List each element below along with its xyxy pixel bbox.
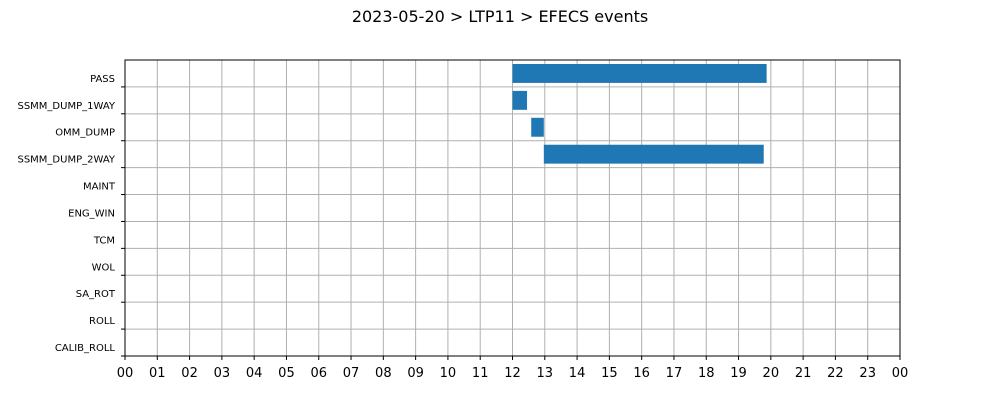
x-axis-ticks: 00 01 02 03 04 05 06 07 08 09 10 11 12 13 14 15 16 17 18 19…: [117, 356, 909, 381]
x-tick-label: 15: [601, 366, 618, 381]
y-tick-label: ENG_WIN: [68, 208, 115, 219]
y-tick-label: SA_ROT: [76, 289, 116, 300]
x-tick-label: 01: [149, 366, 166, 381]
event-bar: [512, 90, 528, 110]
y-axis-ticks: PASS SSMM_DUMP_1WAY OMM_DUMP SSMM_DUMP_2WAY…: [17, 74, 125, 357]
x-tick-label: 21: [795, 366, 812, 381]
event-bar: [531, 117, 544, 137]
x-tick-label: 19: [730, 366, 747, 381]
x-tick-label: 11: [472, 366, 489, 381]
y-tick-label: CALIB_ROLL: [55, 343, 116, 354]
x-tick-label: 23: [859, 366, 876, 381]
x-tick-label: 02: [181, 366, 198, 381]
x-tick-label: 07: [343, 366, 360, 381]
x-tick-label: 05: [278, 366, 295, 381]
event-bar: [512, 64, 767, 83]
x-tick-label: 18: [698, 366, 715, 381]
y-tick-label: SSMM_DUMP_2WAY: [17, 155, 115, 166]
y-tick-label: SSMM_DUMP_1WAY: [17, 101, 115, 112]
x-tick-label: 08: [375, 366, 392, 381]
x-tick-label: 13: [537, 366, 554, 381]
x-tick-label: 14: [569, 366, 586, 381]
x-tick-label: 00: [117, 366, 134, 381]
x-tick-label: 06: [310, 366, 327, 381]
y-tick-label: TCM: [93, 235, 115, 246]
y-tick-label: MAINT: [83, 182, 116, 193]
x-tick-label: 10: [440, 366, 457, 381]
y-tick-label: ROLL: [89, 316, 115, 327]
x-tick-label: 12: [504, 366, 521, 381]
x-tick-label: 22: [827, 366, 844, 381]
x-tick-label: 16: [633, 366, 650, 381]
y-tick-label: PASS: [90, 74, 115, 85]
x-tick-label: 09: [407, 366, 424, 381]
chart-title: 2023-05-20 > LTP11 > EFECS events: [352, 7, 648, 26]
x-tick-label: 00: [892, 366, 909, 381]
event-bars: [512, 64, 767, 164]
x-tick-label: 17: [666, 366, 683, 381]
x-tick-label: 04: [246, 366, 263, 381]
event-bar: [543, 144, 764, 164]
x-tick-label: 03: [214, 366, 231, 381]
y-tick-label: WOL: [92, 262, 116, 273]
x-tick-label: 20: [763, 366, 780, 381]
y-tick-label: OMM_DUMP: [55, 128, 115, 139]
